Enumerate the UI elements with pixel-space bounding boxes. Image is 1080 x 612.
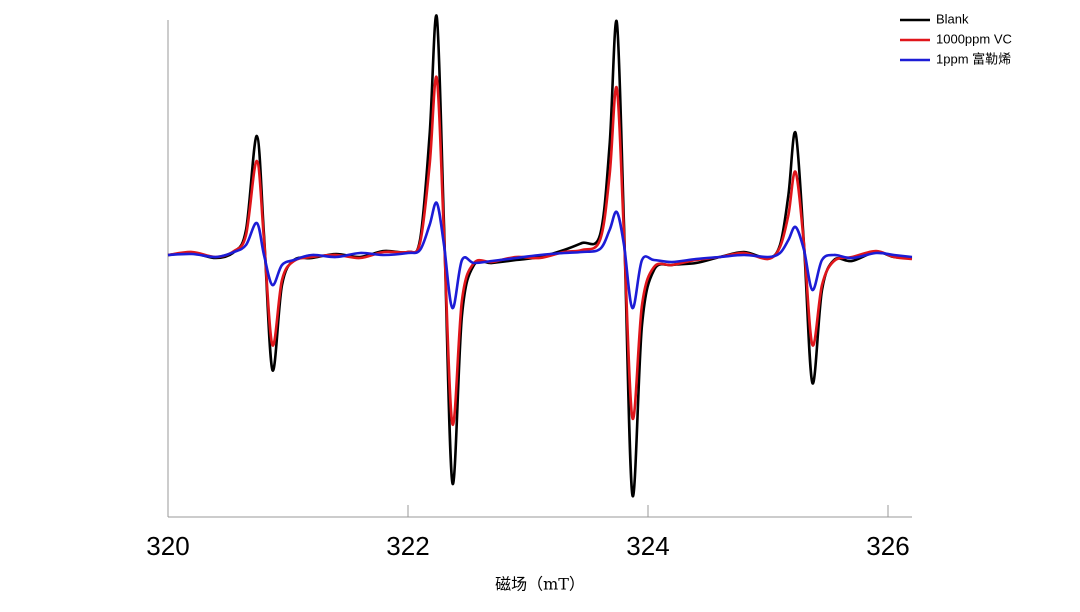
legend-label: 1000ppm VC	[936, 31, 1012, 46]
legend-label: 1ppm 富勒烯	[936, 51, 1011, 66]
series-line	[167, 75, 913, 426]
legend-label: Blank	[936, 11, 969, 26]
x-axis-label: 磁场（mT）	[495, 575, 585, 594]
x-tick-label: 326	[866, 531, 909, 561]
x-tick-label: 322	[386, 531, 429, 561]
x-tick-label: 320	[146, 531, 189, 561]
series-line	[167, 201, 913, 310]
x-tick-label: 324	[626, 531, 669, 561]
